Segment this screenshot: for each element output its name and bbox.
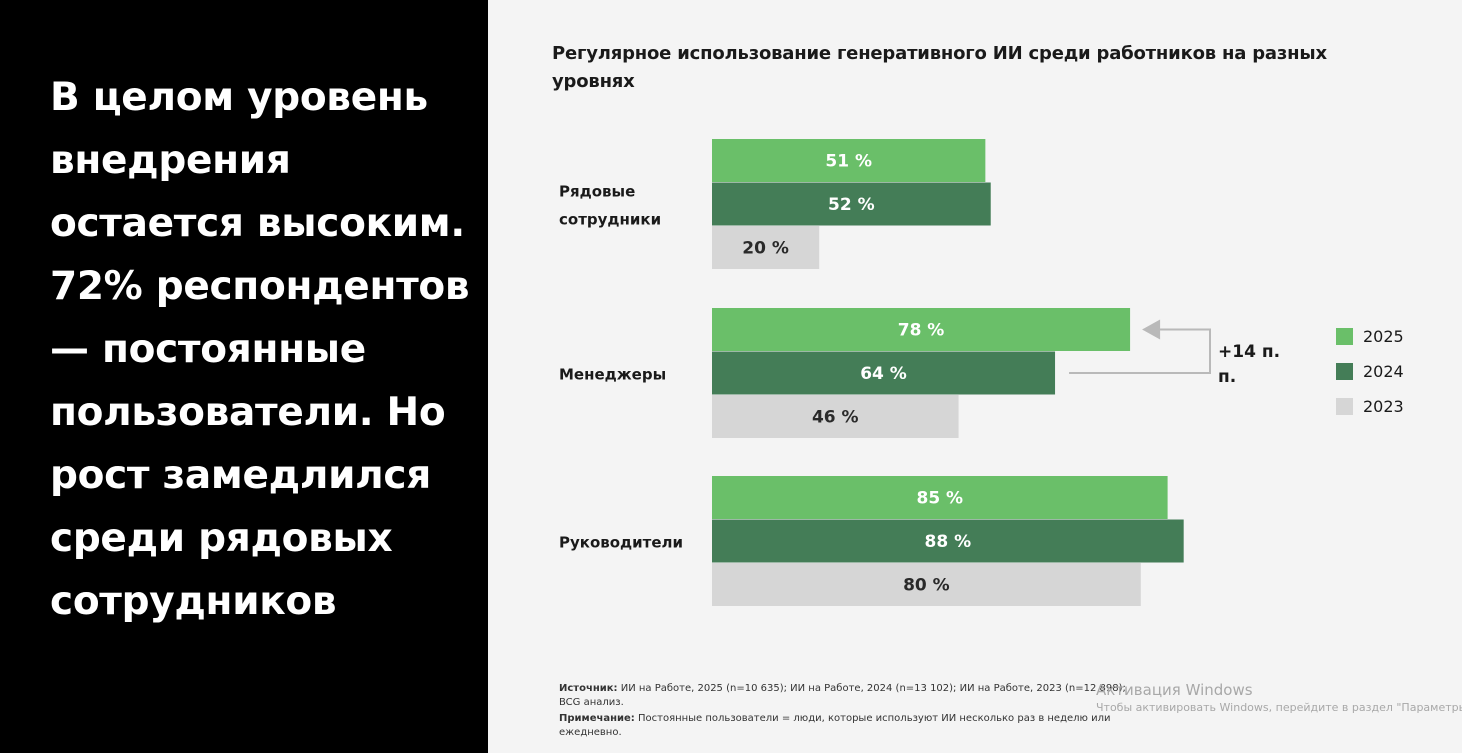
headline: В целом уровень внедрения остается высок… bbox=[50, 75, 470, 624]
left-panel: В целом уровень внедрения остается высок… bbox=[0, 0, 488, 753]
bar-label-2025-0: 51 % bbox=[825, 152, 872, 172]
category-label-1: Менеджеры bbox=[559, 365, 666, 383]
legend-swatch-2023 bbox=[1336, 398, 1353, 415]
bar-label-2025-1: 78 % bbox=[898, 321, 945, 341]
watermark-title: Активация Windows bbox=[1096, 681, 1253, 699]
bar-label-2023-0: 20 % bbox=[742, 239, 789, 259]
bar-2024-0 bbox=[712, 182, 991, 226]
source-text: ИИ на Работе, 2025 (n=10 635); ИИ на Раб… bbox=[559, 683, 1126, 708]
source-note: Источник: ИИ на Работе, 2025 (n=10 635);… bbox=[559, 682, 1149, 710]
legend-swatch-2025 bbox=[1336, 328, 1353, 345]
bar-label-2024-2: 88 % bbox=[925, 532, 972, 552]
legend-label-2025: 2025 bbox=[1363, 327, 1404, 346]
chart-title: Регулярное использование генеративного И… bbox=[552, 43, 1327, 92]
note-text: Постоянные пользователи = люди, которые … bbox=[559, 713, 1111, 738]
note-label: Примечание: bbox=[559, 713, 635, 724]
source-label: Источник: bbox=[559, 683, 618, 694]
bar-2025-0 bbox=[712, 139, 986, 182]
category-label-0: Рядовые сотрудники bbox=[559, 182, 661, 228]
bar-2023-2 bbox=[712, 563, 1141, 606]
growth-annotation: +14 п. п. bbox=[1218, 342, 1281, 387]
annotation-arrowhead bbox=[1142, 319, 1161, 340]
bar-label-2024-1: 64 % bbox=[860, 364, 907, 384]
bar-label-2023-2: 80 % bbox=[903, 576, 950, 596]
bar-2023-0 bbox=[712, 226, 820, 269]
annotation-line bbox=[1069, 328, 1211, 374]
category-label-2: Руководители bbox=[559, 533, 683, 551]
bar-2025-2 bbox=[712, 476, 1168, 519]
watermark-subtitle: Чтобы активировать Windows, перейдите в … bbox=[1096, 701, 1462, 714]
footnote: Источник: ИИ на Работе, 2025 (n=10 635);… bbox=[559, 682, 1149, 742]
windows-activation-watermark: Активация Windows Чтобы активировать Win… bbox=[1096, 680, 1462, 716]
bar-2025-1 bbox=[712, 308, 1131, 351]
bar-2024-2 bbox=[712, 519, 1184, 563]
bar-label-2024-0: 52 % bbox=[828, 195, 875, 215]
remark-note: Примечание: Постоянные пользователи = лю… bbox=[559, 712, 1149, 740]
legend-swatch-2024 bbox=[1336, 363, 1353, 380]
bar-label-2023-1: 46 % bbox=[812, 408, 859, 428]
bar-label-2025-2: 85 % bbox=[916, 489, 963, 509]
legend-label-2023: 2023 bbox=[1363, 397, 1404, 416]
bar-2024-1 bbox=[712, 351, 1056, 395]
bar-2023-1 bbox=[712, 395, 959, 438]
legend-label-2024: 2024 bbox=[1363, 362, 1404, 381]
